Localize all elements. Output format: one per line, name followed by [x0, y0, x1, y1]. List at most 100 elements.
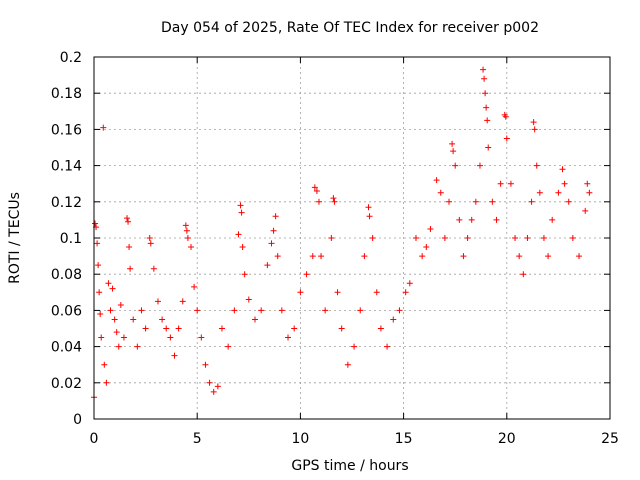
- data-point: [237, 202, 244, 209]
- data-point: [167, 334, 174, 341]
- data-point: [115, 343, 122, 350]
- data-point: [127, 265, 134, 272]
- data-point: [154, 298, 161, 305]
- data-point: [472, 198, 479, 205]
- data-point: [241, 271, 248, 278]
- data-point: [285, 334, 292, 341]
- data-point: [484, 117, 491, 124]
- data-point: [182, 222, 189, 229]
- data-point: [309, 253, 316, 260]
- data-point: [331, 198, 338, 205]
- data-point: [146, 235, 153, 241]
- x-tick-label: 15: [395, 431, 413, 447]
- data-point: [311, 184, 318, 191]
- data-point: [96, 289, 103, 296]
- data-point: [105, 280, 112, 287]
- y-axis-title: ROTI / TECUs: [7, 192, 23, 284]
- x-tick-label: 10: [291, 431, 309, 447]
- data-point: [245, 296, 252, 303]
- data-point: [586, 189, 593, 196]
- data-point: [142, 325, 149, 332]
- data-point: [369, 235, 376, 241]
- data-point: [582, 207, 589, 214]
- data-point: [328, 235, 335, 241]
- data-point: [171, 352, 178, 359]
- data-point: [163, 325, 170, 332]
- data-point: [297, 289, 304, 296]
- data-point: [584, 180, 591, 187]
- data-point: [179, 298, 186, 305]
- data-point: [468, 216, 475, 223]
- data-point: [101, 361, 108, 368]
- data-point: [366, 213, 373, 220]
- grid-lines: [94, 57, 610, 419]
- data-point: [238, 209, 245, 216]
- data-point: [406, 280, 413, 287]
- data-point: [524, 235, 531, 241]
- chart-title: Day 054 of 2025, Rate Of TEC Index for r…: [161, 20, 539, 36]
- data-point: [95, 262, 102, 269]
- data-point: [124, 215, 131, 222]
- data-point: [291, 325, 298, 332]
- data-point: [427, 225, 434, 232]
- data-point: [218, 325, 225, 332]
- data-point: [437, 189, 444, 196]
- data-point: [561, 180, 568, 187]
- data-point: [318, 253, 325, 260]
- data-points: [91, 66, 593, 401]
- y-tick-label: 0: [73, 412, 82, 428]
- data-point: [481, 75, 488, 82]
- data-point: [531, 126, 538, 133]
- data-point: [134, 343, 141, 350]
- data-point: [402, 289, 409, 296]
- data-point: [357, 307, 364, 314]
- data-point: [225, 343, 232, 350]
- data-point: [502, 113, 509, 120]
- data-point: [113, 329, 120, 336]
- data-point: [322, 307, 329, 314]
- data-point: [126, 244, 133, 251]
- y-tick-label: 0.16: [51, 122, 82, 138]
- data-point: [361, 253, 368, 260]
- data-point: [464, 235, 471, 241]
- data-point: [456, 216, 463, 223]
- data-point: [545, 253, 552, 260]
- data-point: [188, 244, 195, 251]
- data-point: [313, 187, 320, 194]
- data-point: [549, 216, 556, 223]
- data-point: [565, 198, 572, 205]
- data-point: [268, 240, 275, 247]
- data-point: [520, 271, 527, 278]
- axis-ticks: [93, 56, 611, 420]
- data-point: [460, 253, 467, 260]
- data-point: [419, 253, 426, 260]
- data-point: [258, 307, 265, 314]
- y-tick-labels: 0 0.02 0.04 0.06 0.08 0.1 0.12 0.14 0.16 0.18 0.2: [51, 50, 82, 428]
- data-point: [384, 343, 391, 350]
- data-point: [576, 253, 583, 260]
- data-point: [423, 244, 430, 251]
- data-point: [482, 90, 489, 97]
- y-tick-label: 0.1: [60, 231, 82, 247]
- data-point: [555, 189, 562, 196]
- data-point: [503, 135, 510, 142]
- data-point: [344, 361, 351, 368]
- data-point: [559, 166, 566, 173]
- data-point: [92, 220, 99, 227]
- data-point: [533, 162, 540, 169]
- data-point: [476, 162, 483, 169]
- data-point: [452, 162, 459, 169]
- data-point: [540, 235, 547, 241]
- y-tick-label: 0.12: [51, 195, 82, 211]
- data-point: [125, 218, 132, 225]
- data-point: [274, 253, 281, 260]
- data-point: [483, 104, 490, 111]
- data-point: [450, 148, 457, 155]
- data-point: [191, 283, 198, 290]
- y-tick-label: 0.08: [51, 267, 82, 283]
- y-tick-label: 0.04: [51, 340, 82, 356]
- x-tick-labels: 0 5 10 15 20 25: [90, 431, 619, 447]
- data-point: [480, 66, 487, 73]
- data-point: [396, 307, 403, 314]
